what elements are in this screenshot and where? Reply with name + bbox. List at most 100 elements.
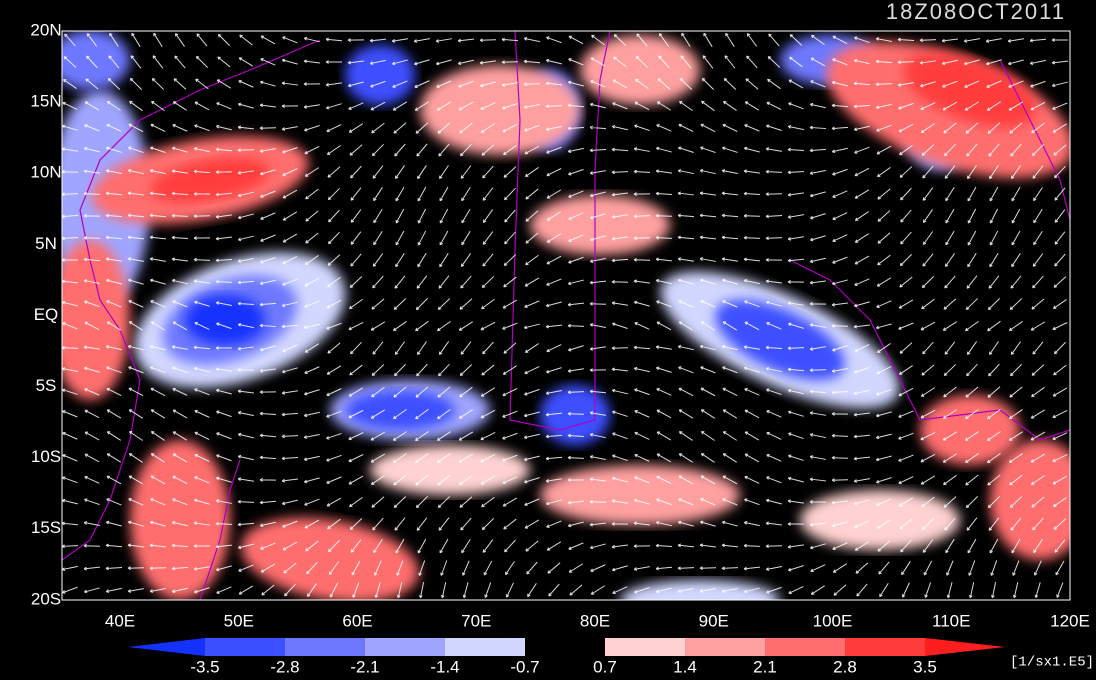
wind-arrow <box>611 499 628 504</box>
wind-arrow <box>62 410 78 418</box>
wind-arrow <box>633 279 650 284</box>
wind-arrow <box>215 388 232 395</box>
wind-arrow <box>699 543 716 548</box>
wind-arrow <box>482 231 494 245</box>
wind-arrow <box>678 498 694 506</box>
contour-patch <box>903 53 1037 127</box>
wind-arrow <box>1052 475 1068 485</box>
wind-arrow <box>546 233 562 243</box>
wind-arrow <box>612 432 628 440</box>
wind-arrow <box>504 187 516 201</box>
wind-arrow <box>832 212 848 221</box>
wind-arrow <box>105 257 122 262</box>
wind-arrow <box>415 320 429 332</box>
wind-arrow <box>62 388 78 395</box>
wind-arrow <box>484 582 492 598</box>
wind-arrow <box>810 564 826 573</box>
wind-arrow <box>744 300 760 308</box>
wind-arrow <box>876 343 891 354</box>
wind-arrow <box>523 103 540 109</box>
wind-arrow <box>922 253 934 267</box>
wind-arrow <box>394 275 406 289</box>
wind-arrow <box>831 80 848 87</box>
wind-arrow <box>966 275 978 289</box>
lon-label: 120E <box>1050 611 1090 630</box>
wind-arrow <box>612 410 628 417</box>
colorbar-unit: [1/sx1.E5] <box>1010 655 1094 671</box>
wind-arrow <box>128 366 144 374</box>
wind-arrow <box>282 211 298 221</box>
wind-arrow <box>215 236 233 241</box>
wind-arrow <box>853 81 871 86</box>
wind-arrow <box>415 408 429 420</box>
wind-arrow <box>415 386 429 398</box>
wind-arrow <box>987 495 1001 509</box>
wind-arrow <box>809 411 826 416</box>
wind-arrow <box>611 522 629 526</box>
wind-arrow <box>633 236 651 241</box>
wind-arrow <box>546 278 562 286</box>
wind-arrow <box>1008 431 1023 441</box>
wind-arrow <box>655 566 673 571</box>
wind-arrow <box>854 343 870 353</box>
contour-patch <box>620 580 780 600</box>
wind-arrow <box>524 498 540 506</box>
wind-arrow <box>325 103 342 110</box>
wind-arrow <box>744 431 760 441</box>
wind-arrow <box>678 387 694 397</box>
colorbar-label: -2.8 <box>270 657 299 676</box>
wind-arrow <box>1010 143 1022 157</box>
wind-arrow <box>458 321 474 331</box>
wind-arrow <box>700 387 716 397</box>
wind-arrow <box>326 322 342 330</box>
wind-arrow <box>1032 341 1044 355</box>
contour-patch <box>130 440 230 600</box>
wind-arrow <box>129 100 143 112</box>
wind-arrow <box>460 165 472 179</box>
wind-arrow <box>438 517 450 531</box>
wind-arrow <box>1008 409 1023 420</box>
wind-arrow <box>590 80 606 88</box>
wind-arrow <box>127 213 145 218</box>
wind-arrow <box>964 80 980 88</box>
wind-arrow <box>989 538 999 554</box>
wind-arrow <box>923 560 933 576</box>
wind-arrow <box>417 186 427 202</box>
wind-arrow <box>437 496 451 509</box>
wind-arrow <box>480 321 496 331</box>
wind-arrow <box>1010 275 1022 289</box>
wind-arrow <box>461 208 471 224</box>
wind-arrow <box>281 390 298 395</box>
wind-arrow <box>611 192 629 197</box>
wind-arrow <box>922 231 934 245</box>
wind-arrow <box>128 387 144 397</box>
wind-arrow <box>702 55 714 69</box>
wind-arrow <box>502 322 518 330</box>
wind-arrow <box>525 210 539 222</box>
wind-arrow <box>417 208 427 224</box>
wind-arrow <box>545 125 562 131</box>
wind-arrow <box>306 583 317 598</box>
wind-arrow <box>348 454 364 463</box>
contour-patch <box>150 157 270 203</box>
wind-arrow <box>350 165 362 179</box>
wind-arrow <box>417 538 427 554</box>
wind-arrow <box>260 256 276 264</box>
wind-arrow <box>788 322 804 329</box>
wind-arrow <box>546 367 562 374</box>
wind-arrow <box>657 78 671 90</box>
wind-arrow <box>237 280 255 285</box>
wind-arrow <box>1054 253 1066 267</box>
wind-arrow <box>1011 230 1021 246</box>
wind-arrow <box>765 279 783 284</box>
wind-arrow <box>699 520 716 527</box>
axes: 20N 15N 10N 5N EQ 5S 10S 15S 20S 40E 50E 60E 70E 80E 9… <box>30 20 1089 630</box>
wind-arrow <box>215 346 233 350</box>
wind-arrow <box>281 412 299 417</box>
wind-arrow <box>809 148 827 153</box>
wind-arrow <box>810 57 826 67</box>
wind-arrow <box>480 123 495 133</box>
wind-arrow <box>106 498 122 506</box>
wind-arrow <box>83 235 101 240</box>
wind-arrow <box>369 38 387 43</box>
